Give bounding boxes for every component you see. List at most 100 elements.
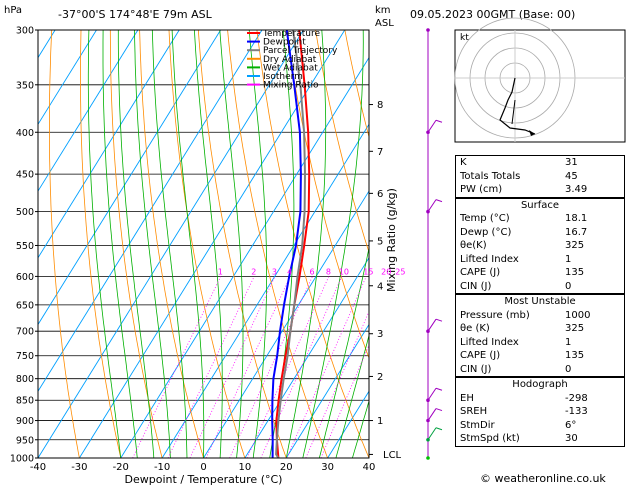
pressure-tick-label: 350 bbox=[16, 80, 34, 91]
x-axis-title: Dewpoint / Temperature (°C) bbox=[125, 473, 283, 486]
index-row: Totals Totals 45 bbox=[460, 170, 620, 184]
index-value: 31 bbox=[565, 156, 620, 170]
index-row: Pressure (mb)1000 bbox=[460, 309, 620, 323]
pressure-tick-label: 700 bbox=[16, 327, 34, 338]
index-row: CAPE (J)135 bbox=[460, 349, 620, 363]
wet-adiabat-line bbox=[220, 30, 243, 458]
mixing-ratio-label: 25 bbox=[395, 267, 405, 276]
index-value: 6° bbox=[565, 419, 620, 433]
dry-adiabat-line bbox=[257, 30, 369, 458]
isotherm-line bbox=[0, 30, 14, 458]
mixing-ratio-label: 6 bbox=[309, 267, 314, 276]
legend-label: Mixing Ratio bbox=[263, 81, 319, 91]
index-key: Lifted Index bbox=[460, 253, 519, 267]
wind-barb bbox=[428, 388, 436, 400]
index-key: θe(K) bbox=[460, 239, 487, 253]
wet-adiabat-line bbox=[88, 30, 121, 458]
index-value: 30 bbox=[565, 432, 620, 446]
wind-barb bbox=[428, 200, 436, 212]
pressure-tick-label: 450 bbox=[16, 170, 34, 181]
index-key: EH bbox=[460, 392, 474, 406]
altitude-tick-label: 5 bbox=[377, 236, 383, 247]
altitude-tick-label: 3 bbox=[377, 329, 383, 340]
mixing-ratio-label: 20 bbox=[381, 267, 391, 276]
temperature-tick-label: -10 bbox=[154, 462, 170, 473]
index-key: CIN (J) bbox=[460, 363, 491, 377]
index-row: θe(K) 325 bbox=[460, 239, 620, 253]
index-row: CAPE (J) 135 bbox=[460, 266, 620, 280]
mixing-ratio-label: 15 bbox=[363, 267, 373, 276]
datetime-title: 09.05.2023 00GMT (Base: 00) bbox=[410, 8, 575, 21]
isotherm-line bbox=[0, 30, 262, 458]
location-title: -37°00'S 174°48'E 79m ASL bbox=[58, 8, 213, 21]
pressure-tick-label: 650 bbox=[16, 300, 34, 311]
index-value: 45 bbox=[565, 170, 620, 184]
index-row: CIN (J)0 bbox=[460, 280, 620, 294]
pressure-tick-label: 750 bbox=[16, 351, 34, 362]
wind-barb-marker bbox=[426, 28, 430, 32]
index-value: 1000 bbox=[565, 309, 620, 323]
index-value: 135 bbox=[565, 266, 620, 280]
index-value: 0 bbox=[565, 363, 620, 377]
index-key: Dewp (°C) bbox=[460, 226, 511, 240]
wind-barb bbox=[428, 120, 436, 132]
wind-barb bbox=[428, 428, 436, 440]
wind-barb-feather bbox=[436, 409, 442, 411]
temperature-tick-label: 30 bbox=[321, 462, 334, 473]
index-value: -298 bbox=[565, 392, 620, 406]
pressure-tick-label: 900 bbox=[16, 416, 34, 427]
index-key: Temp (°C) bbox=[460, 212, 510, 226]
pressure-tick-label: 550 bbox=[16, 241, 34, 252]
mixing-ratio-label: 3 bbox=[272, 267, 277, 276]
dry-adiabat-line bbox=[81, 30, 121, 458]
index-value: 16.7 bbox=[565, 226, 620, 240]
mixing-ratio-line bbox=[321, 276, 398, 458]
altitude-tick-label: 7 bbox=[377, 147, 383, 158]
copyright-label: © weatheronline.co.uk bbox=[480, 472, 606, 485]
index-key: Totals Totals bbox=[460, 170, 520, 184]
index-row: PW (cm)3.49 bbox=[460, 183, 620, 197]
altitude-tick-label: 1 bbox=[377, 416, 383, 427]
temperature-tick-label: 10 bbox=[239, 462, 252, 473]
mixing-ratio-label: 4 bbox=[287, 267, 292, 276]
mixing-ratio-label: 8 bbox=[326, 267, 331, 276]
mixing-ratio-line bbox=[230, 276, 313, 458]
pressure-tick-label: 400 bbox=[16, 128, 34, 139]
wind-barb-feather bbox=[436, 388, 442, 390]
index-key: CAPE (J) bbox=[460, 266, 500, 280]
mixing-ratio-label: 2 bbox=[251, 267, 256, 276]
isotherm-line bbox=[0, 30, 96, 458]
mixing-ratio-label: 10 bbox=[339, 267, 349, 276]
wind-barb-feather bbox=[436, 428, 442, 430]
surface-box-title: Surface bbox=[460, 199, 620, 213]
index-row: StmSpd (kt)30 bbox=[460, 432, 620, 446]
isotherm-line bbox=[204, 30, 469, 458]
wind-barb bbox=[428, 409, 436, 421]
altitude-tick-label: 8 bbox=[377, 100, 383, 111]
wind-barb-feather bbox=[436, 319, 442, 321]
mixing-ratio-line bbox=[168, 276, 254, 458]
pressure-tick-label: 500 bbox=[16, 207, 34, 218]
index-value: 325 bbox=[565, 239, 620, 253]
wet-adiabat-line bbox=[194, 30, 222, 458]
hodograph-box bbox=[455, 30, 625, 142]
pressure-tick-label: 600 bbox=[16, 272, 34, 283]
wind-barb-feather bbox=[436, 200, 442, 202]
index-value: 0 bbox=[565, 280, 620, 294]
index-row: EH -298 bbox=[460, 392, 620, 406]
index-value: 1 bbox=[565, 336, 620, 350]
pressure-unit-label: hPa bbox=[4, 5, 22, 16]
temperature-tick-label: 0 bbox=[200, 462, 206, 473]
index-value: -133 bbox=[565, 405, 620, 419]
pressure-tick-label: 850 bbox=[16, 396, 34, 407]
index-key: K bbox=[460, 156, 467, 170]
index-value: 3.49 bbox=[565, 183, 620, 197]
most-unstable-box-title: Most Unstable bbox=[460, 295, 620, 309]
